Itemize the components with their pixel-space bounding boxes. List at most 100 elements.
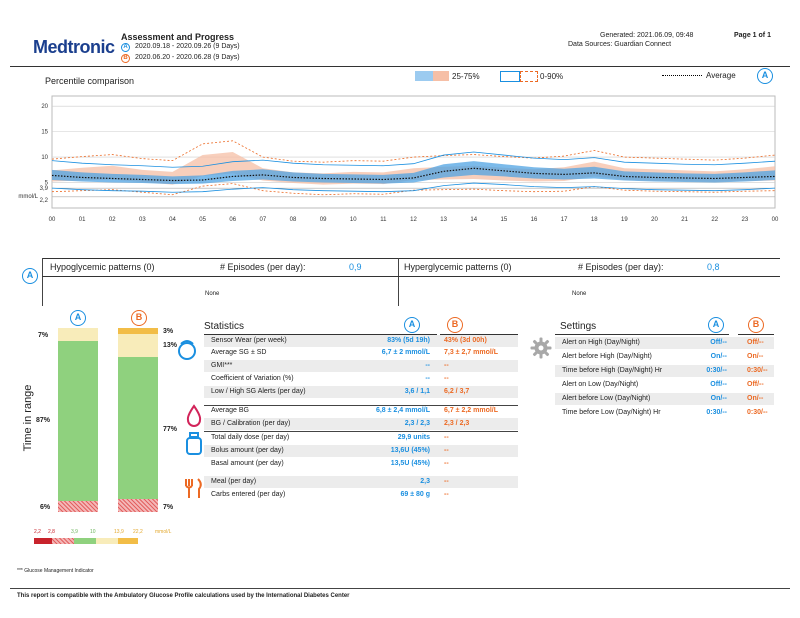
stats-row-value-a: 6,8 ± 2,4 mmol/L	[375, 407, 430, 414]
settings-row-value-a: 0:30/--	[706, 367, 727, 374]
stats-row-value-b: 6,2 / 3,7	[444, 388, 470, 395]
tir-scale-labels: 2,2 2,8 3,9 10 13,9 22,2 mmol/L	[34, 529, 194, 537]
tir-b-high-label: 13%	[163, 342, 178, 349]
settings-row-label: Time before High (Day/Night) Hr	[562, 367, 663, 374]
period-a: 2020.09.18 - 2020.09.26 (9 Days)	[134, 43, 240, 50]
settings-row-value-a: Off/--	[710, 381, 727, 388]
settings-row-value-b: Off/--	[747, 339, 764, 346]
patterns-badge-a: A	[22, 268, 38, 284]
settings-row-value-b: 0:30/--	[747, 409, 768, 416]
stats-badge-a: A	[404, 317, 420, 333]
x-tick-label: 00	[772, 217, 779, 223]
patterns-mid-line	[398, 258, 399, 306]
y-limit-low-label: 2,2	[40, 198, 49, 204]
scale-t3: 3,9	[71, 529, 78, 535]
x-tick-label: 18	[591, 217, 598, 223]
x-tick-label: 07	[260, 217, 267, 223]
scale-high	[96, 538, 118, 544]
x-tick-label: 02	[109, 217, 116, 223]
legend-band-swatch-a	[415, 71, 433, 81]
stats-row-shade	[204, 418, 518, 430]
legend-band-label: 25-75%	[452, 71, 480, 81]
stats-row-value-b: --	[444, 375, 449, 382]
x-tick-label: 16	[531, 217, 538, 223]
settings-row-value-b: On/--	[747, 353, 764, 360]
stats-top-line-b	[440, 334, 518, 335]
tir-a-high-segment	[58, 328, 98, 341]
stats-row-shade	[204, 445, 518, 457]
header-divider	[10, 66, 790, 67]
gear-icon	[530, 337, 552, 359]
stats-row-value-a: 6,7 ± 2 mmol/L	[381, 349, 430, 356]
x-tick-label: 14	[470, 217, 477, 223]
stats-row-value-a: 13,6U (45%)	[390, 447, 430, 454]
stats-row-value-a: 3,6 / 1,1	[404, 388, 430, 395]
tir-a-low-label: 6%	[40, 504, 51, 511]
stats-row-value-a: 2,3	[420, 478, 430, 485]
settings-row-value-b: 0:30/--	[747, 367, 768, 374]
stats-row-label: Average SG ± SD	[211, 349, 267, 356]
hypo-episodes-value: 0,9	[349, 262, 362, 272]
settings-row-shade	[555, 393, 774, 405]
a-average-line	[51, 167, 776, 182]
chart-title: Percentile comparison	[45, 76, 135, 86]
stats-row-value-a: --	[425, 375, 430, 382]
gmi-footnote: *** Glucose Management Indicator	[17, 568, 94, 574]
scale-t2: 2,8	[48, 529, 55, 535]
stats-row-shade	[204, 335, 518, 347]
x-tick-label: 01	[79, 217, 86, 223]
settings-row-label: Alert before High (Day/Night)	[562, 353, 652, 360]
patterns-top-line	[42, 258, 780, 259]
patterns-sub-line	[42, 276, 780, 277]
hypo-label: Hypoglycemic patterns (0)	[50, 262, 155, 272]
b-0-line	[51, 183, 776, 196]
settings-row-value-b: On/--	[747, 395, 764, 402]
stats-row-label: Bolus amount (per day)	[211, 447, 284, 454]
stats-row-label: Carbs entered (per day)	[211, 491, 286, 498]
chart-badge-a: A	[757, 68, 773, 84]
medtronic-logo: Medtronic	[33, 37, 115, 57]
stats-row-value-a: 2,3 / 2,3	[404, 420, 430, 427]
stats-badge-b: B	[447, 317, 463, 333]
tir-b-low-segment	[118, 499, 158, 512]
scale-low	[52, 538, 74, 544]
stats-row-value-b: 6,7 ± 2,2 mmol/L	[444, 407, 499, 414]
x-tick-label: 00	[49, 217, 56, 223]
band-a-25-75	[52, 161, 775, 185]
tir-badge-a: A	[70, 310, 86, 326]
x-tick-label: 23	[742, 217, 749, 223]
hypo-none: None	[205, 291, 220, 297]
tir-badge-b: B	[131, 310, 147, 326]
period-a-row: A 2020.09.18 - 2020.09.26 (9 Days)	[121, 43, 240, 52]
y-tick-label: 20	[41, 104, 48, 110]
stats-row-label: Average BG	[211, 407, 250, 414]
stats-row-value-b: --	[444, 362, 449, 369]
settings-row-value-a: 0:30/--	[706, 409, 727, 416]
tir-b-veryhigh-label: 3%	[163, 328, 174, 335]
y-tick-label: 15	[41, 130, 48, 136]
settings-top-line	[555, 334, 729, 335]
settings-row-label: Alert before Low (Day/Night)	[562, 395, 651, 402]
x-tick-label: 06	[229, 217, 236, 223]
x-tick-label: 13	[440, 217, 447, 223]
scale-t6: 22,2	[133, 529, 143, 535]
y-limit-high-label: 3,9	[40, 186, 49, 192]
page-number: Page 1 of 1	[734, 32, 771, 39]
stats-row-label: Low / High SG Alerts (per day)	[211, 388, 306, 395]
stats-row-value-b: --	[444, 434, 449, 441]
x-tick-label: 12	[410, 217, 417, 223]
tir-scale-bar	[34, 538, 138, 544]
stats-row-value-a: 69 ± 80 g	[400, 491, 430, 498]
legend-range-swatch-a	[500, 71, 520, 82]
tir-a-target-segment	[58, 340, 98, 501]
scale-t5: 13,9	[114, 529, 124, 535]
y-unit-label: mmol/L	[18, 194, 38, 200]
stats-row-value-b: 43% (3d 00h)	[444, 337, 487, 344]
period-b: 2020.06.20 - 2020.06.28 (9 Days)	[134, 54, 240, 61]
footer-note: This report is compatible with the Ambul…	[17, 593, 350, 599]
settings-row-label: Alert on Low (Day/Night)	[562, 381, 639, 388]
legend-band: 25-75%	[415, 71, 480, 81]
stats-row-value-b: --	[444, 460, 449, 467]
tir-b-high-segment	[118, 333, 158, 358]
hyper-none: None	[572, 291, 587, 297]
